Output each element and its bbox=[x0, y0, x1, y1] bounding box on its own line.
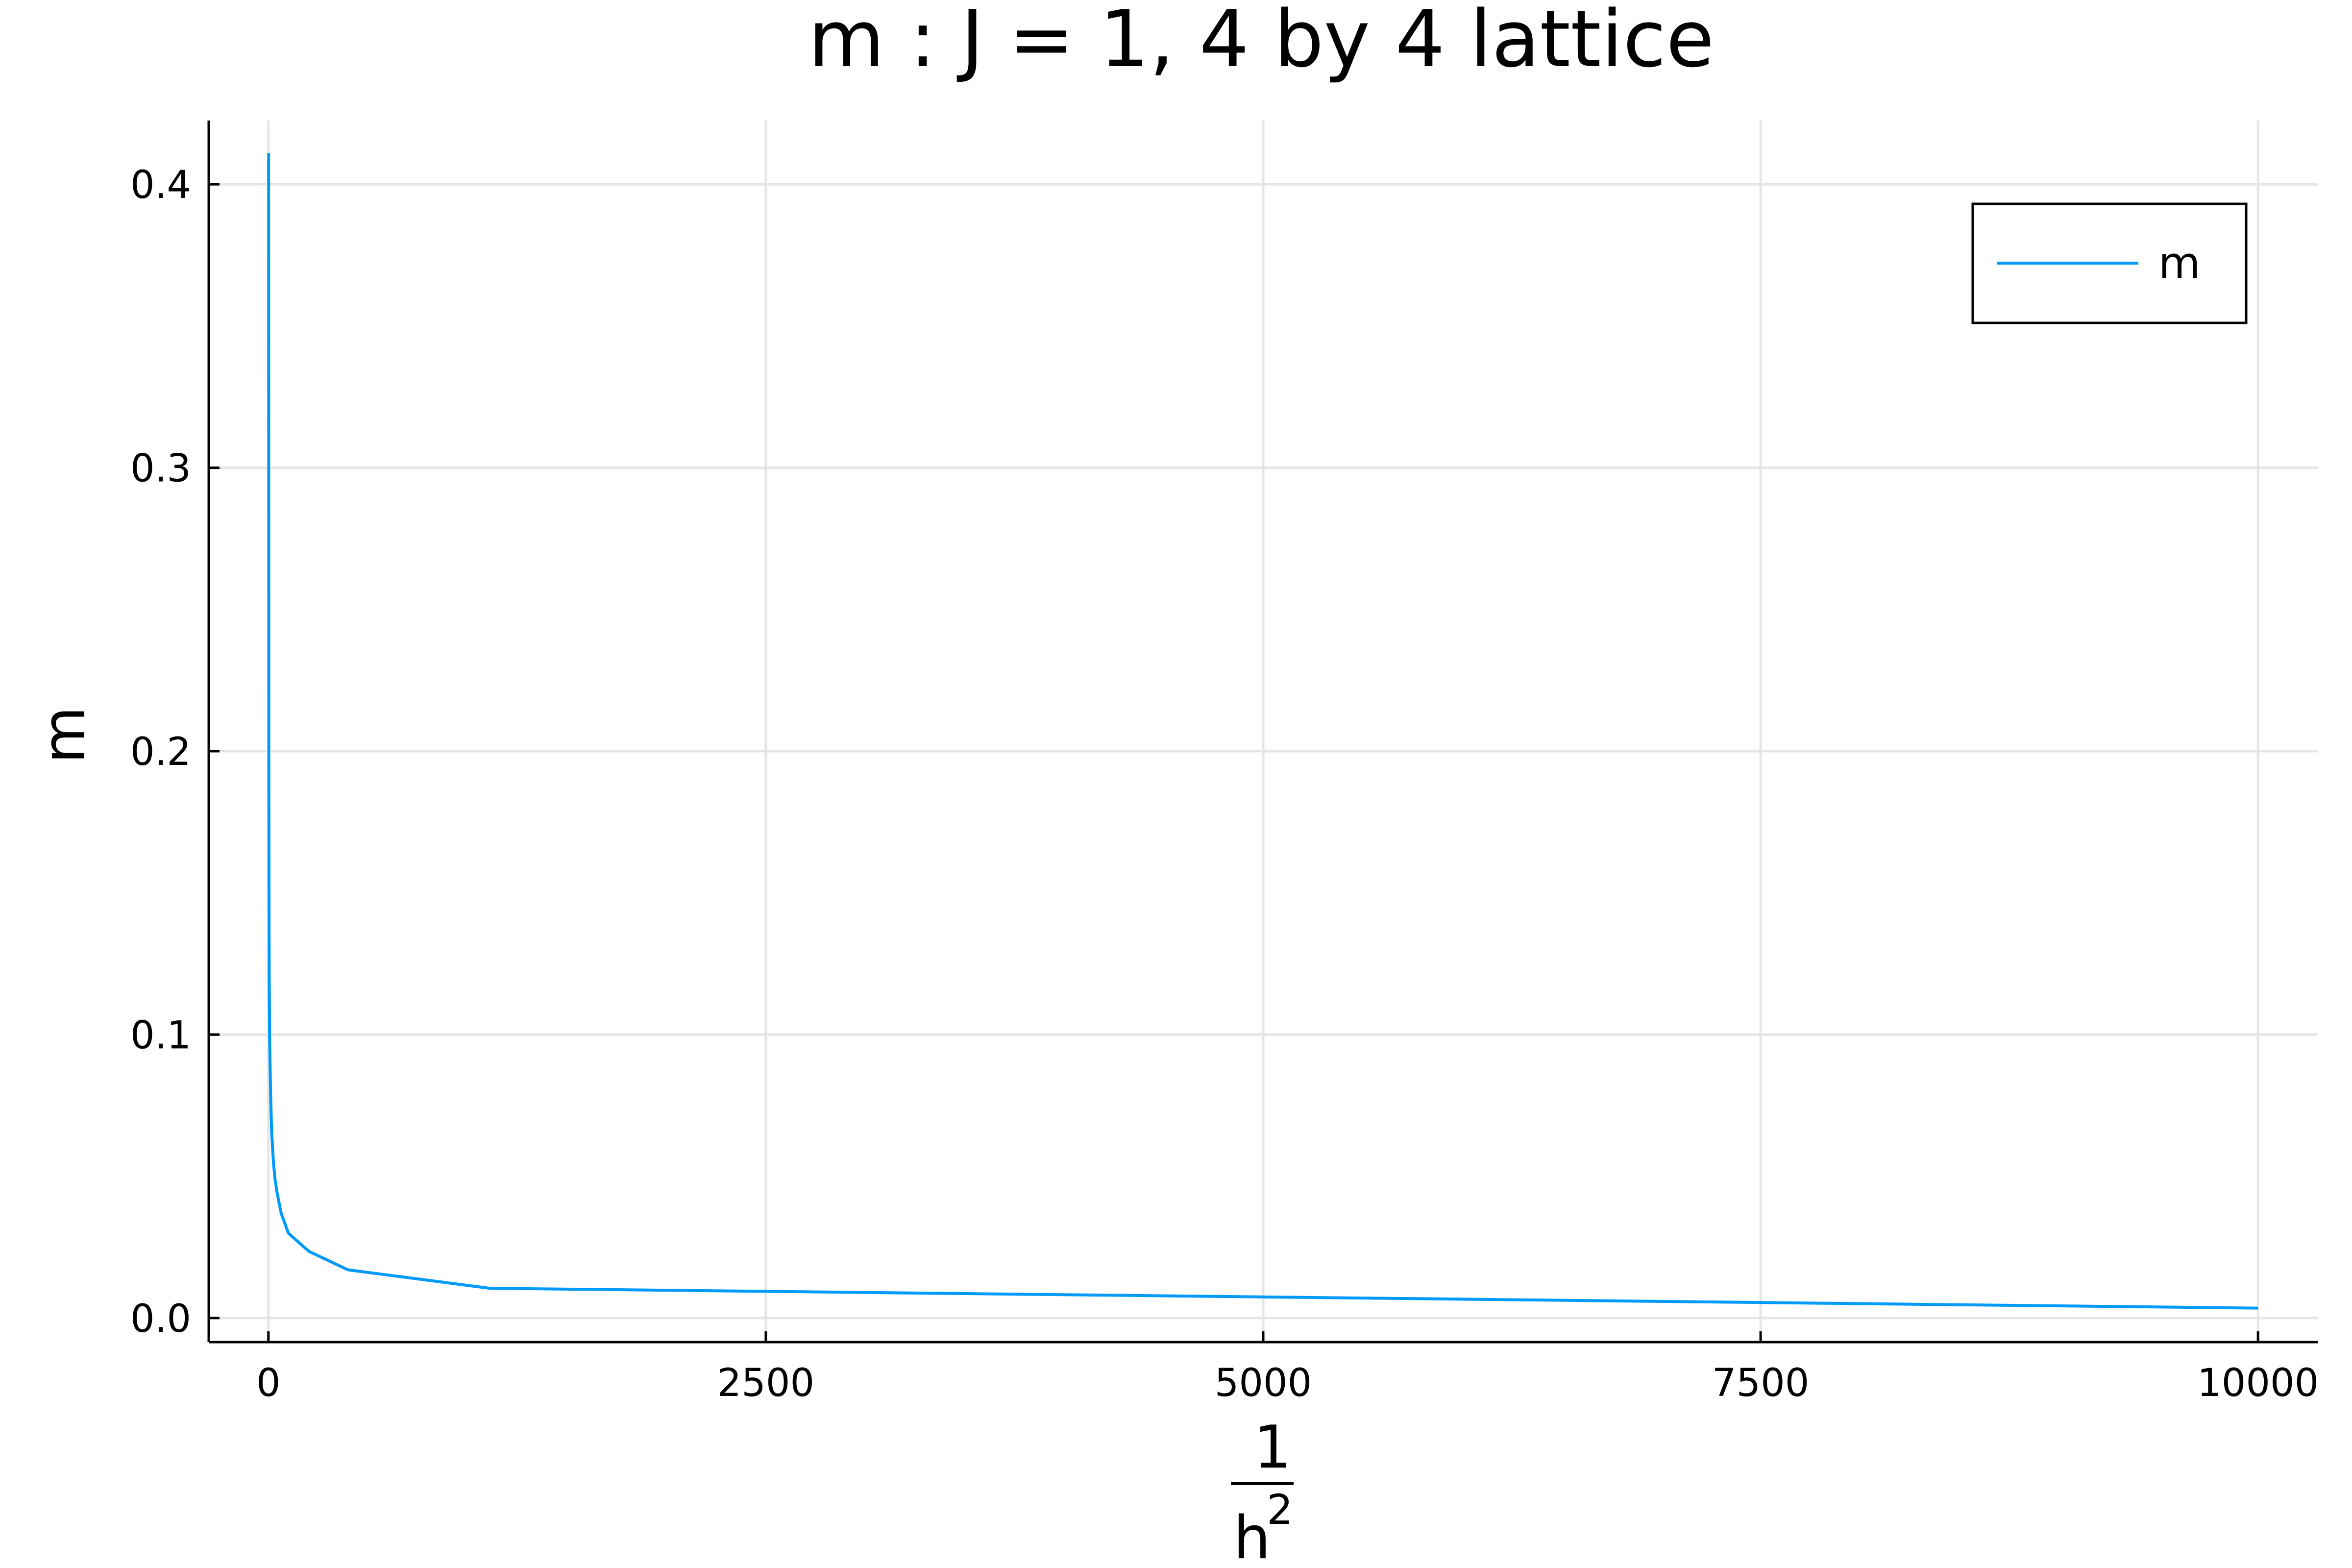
y-tick-label: 0.0 bbox=[130, 1297, 191, 1341]
series-line-m bbox=[267, 153, 2258, 1310]
x-axis-title-exponent: 2 bbox=[1267, 1486, 1293, 1534]
y-tick-label: 0.2 bbox=[130, 730, 191, 774]
y-tick-label: 0.1 bbox=[130, 1013, 191, 1057]
x-tick-label: 7500 bbox=[1712, 1361, 1810, 1405]
chart-title: m : J = 1, 4 by 4 lattice bbox=[808, 0, 1714, 85]
legend: m bbox=[1971, 202, 2248, 324]
x-tick-label: 10000 bbox=[2197, 1361, 2319, 1405]
series bbox=[267, 153, 2258, 1310]
y-tick-label: 0.4 bbox=[130, 163, 191, 207]
x-tick-label: 0 bbox=[256, 1361, 281, 1405]
y-axis-title: m bbox=[30, 707, 98, 764]
x-axis-title-numerator: 1 bbox=[1254, 1414, 1291, 1482]
x-axis-title: 1 h 2 bbox=[1231, 1414, 1294, 1568]
x-tick-label: 5000 bbox=[1215, 1361, 1312, 1405]
grid bbox=[209, 121, 2318, 1342]
legend-label-m: m bbox=[2158, 238, 2201, 288]
y-tick-label: 0.3 bbox=[130, 447, 191, 491]
ticks: 0 2500 5000 7500 10000 0.0 0.1 0.2 0.3 0.4 bbox=[130, 163, 2319, 1405]
x-tick-label: 2500 bbox=[717, 1361, 815, 1405]
x-axis-title-denominator: h bbox=[1233, 1504, 1271, 1568]
